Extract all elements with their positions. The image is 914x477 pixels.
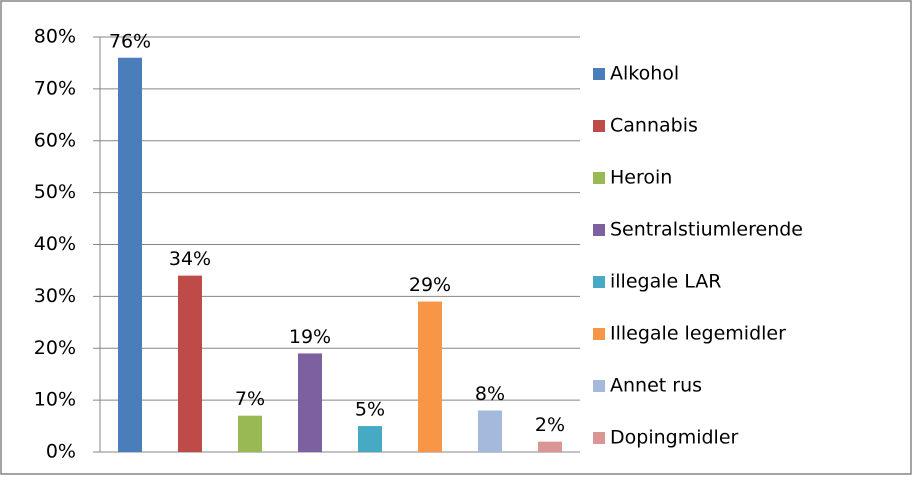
- y-tick-label: 10%: [34, 389, 76, 411]
- legend-label: Heroin: [610, 167, 672, 189]
- legend-swatch: [593, 432, 605, 444]
- data-label: 19%: [289, 326, 331, 348]
- legend-swatch: [593, 172, 605, 184]
- data-label: 2%: [535, 414, 565, 436]
- legend-swatch: [593, 328, 605, 340]
- legend-label: Sentralstiumlerende: [610, 219, 803, 241]
- y-tick-label: 40%: [34, 233, 76, 255]
- bar: [238, 415, 262, 452]
- y-tick-label: 70%: [34, 77, 76, 99]
- bar: [358, 426, 382, 452]
- data-label: 34%: [169, 248, 211, 270]
- legend-label: illegale LAR: [610, 271, 721, 293]
- y-tick-label: 30%: [34, 285, 76, 307]
- data-label: 29%: [409, 274, 451, 296]
- bar: [478, 410, 502, 452]
- data-label: 5%: [355, 399, 385, 421]
- legend-swatch: [593, 380, 605, 392]
- data-label: 76%: [109, 30, 151, 52]
- bar: [418, 301, 442, 452]
- data-label: 8%: [475, 383, 505, 405]
- legend-label: Annet rus: [610, 375, 702, 397]
- data-label: 7%: [235, 388, 265, 410]
- bar: [118, 57, 142, 452]
- y-tick-label: 50%: [34, 181, 76, 203]
- legend-swatch: [593, 68, 605, 80]
- legend-label: Alkohol: [610, 63, 679, 85]
- y-tick-label: 60%: [34, 129, 76, 151]
- legend-swatch: [593, 276, 605, 288]
- legend-label: Cannabis: [610, 115, 698, 137]
- y-tick-label: 20%: [34, 337, 76, 359]
- legend-swatch: [593, 224, 605, 236]
- legend-label: Dopingmidler: [610, 427, 739, 449]
- legend-swatch: [593, 120, 605, 132]
- legend-label: Illegale legemidler: [610, 323, 786, 345]
- y-tick-label: 0%: [46, 441, 76, 463]
- bar: [298, 353, 322, 452]
- y-tick-label: 80%: [34, 26, 76, 48]
- bar: [538, 441, 562, 452]
- bar: [178, 275, 202, 452]
